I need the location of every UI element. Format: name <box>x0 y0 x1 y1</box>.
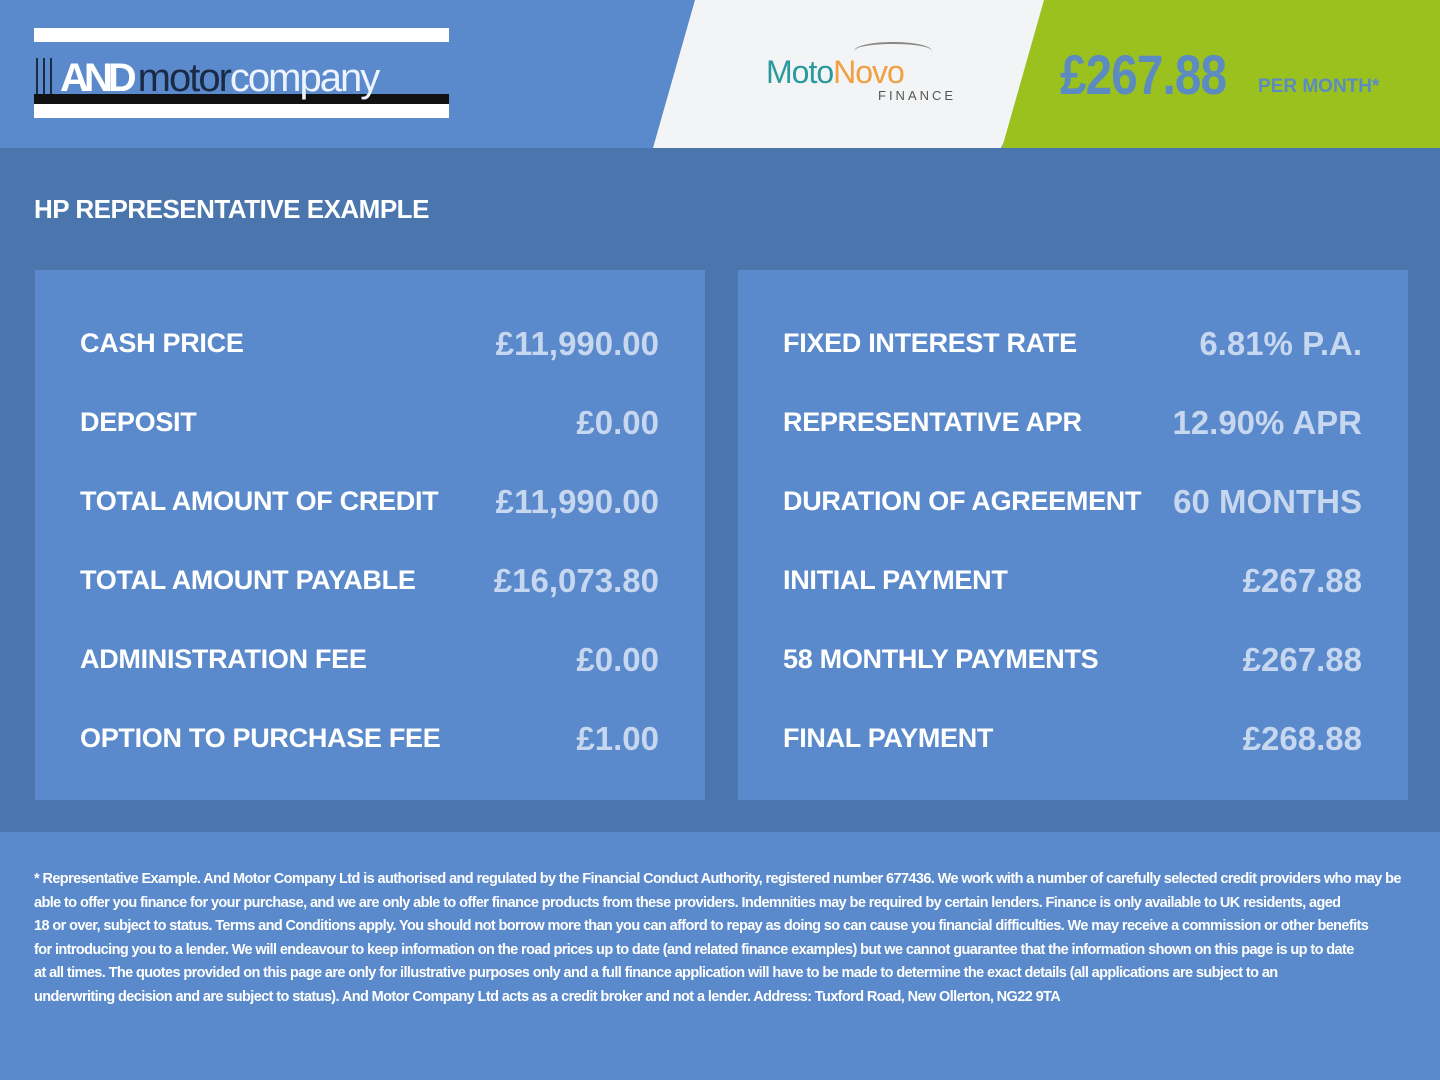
logo-motor: motor <box>137 56 232 100</box>
row-label: TOTAL AMOUNT OF CREDIT <box>80 486 439 516</box>
header: AND motorcompany MotoNovo FINANCE £267.88… <box>0 0 1440 148</box>
row-value: 60 MONTHS <box>1173 483 1362 520</box>
disclaimer-line: at all times. The quotes provided on thi… <box>34 965 1278 982</box>
row-label: ADMINISTRATION FEE <box>80 644 367 674</box>
motonovo-finance-logo: MotoNovo FINANCE <box>766 42 953 108</box>
right-panel: FIXED INTEREST RATE 6.81% P.A. REPRESENTAT… <box>738 270 1408 800</box>
logo-and: AND <box>60 56 137 100</box>
finance-row: CASH PRICE £11,990.00 <box>80 325 659 368</box>
finance-row: FIXED INTEREST RATE 6.81% P.A. <box>783 325 1362 368</box>
row-label: OPTION TO PURCHASE FEE <box>80 723 441 753</box>
logo-bars-icon <box>36 58 52 104</box>
left-panel: CASH PRICE £11,990.00 DEPOSIT £0.00 TOTAL AM… <box>35 270 705 800</box>
row-value: £268.88 <box>1242 720 1362 757</box>
section-title: HP REPRESENTATIVE EXAMPLE <box>34 194 429 224</box>
row-label: DURATION OF AGREEMENT <box>783 486 1142 516</box>
finance-provider-band <box>653 0 1073 148</box>
row-value: £16,073.80 <box>493 562 659 599</box>
and-motor-company-logo: AND motorcompany <box>34 28 449 118</box>
row-label: FINAL PAYMENT <box>783 723 994 753</box>
logo-finance: FINANCE <box>878 88 957 103</box>
disclaimer-line: * Representative Example. And Motor Comp… <box>34 871 1401 887</box>
per-month-label: PER MONTH* <box>1258 76 1380 97</box>
row-label: REPRESENTATIVE APR <box>783 407 1082 437</box>
finance-row: OPTION TO PURCHASE FEE £1.00 <box>80 720 659 763</box>
finance-row: ADMINISTRATION FEE £0.00 <box>80 641 659 684</box>
row-value: £1.00 <box>576 720 659 757</box>
row-value: £11,990.00 <box>495 325 659 362</box>
finance-row: FINAL PAYMENT £268.88 <box>783 720 1362 763</box>
disclaimer-line: able to offer you finance for your purch… <box>34 894 1341 911</box>
finance-row: DEPOSIT £0.00 <box>80 404 659 447</box>
disclaimer-line: for introducing you to a lender. We will… <box>34 941 1354 958</box>
car-outline-icon <box>854 42 932 60</box>
row-value: 6.81% P.A. <box>1199 325 1362 362</box>
row-value: £0.00 <box>576 641 659 678</box>
disclaimer-line: underwriting decision and are subject to… <box>34 988 1061 1005</box>
disclaimer-line: 18 or over, subject to status. Terms and… <box>34 918 1369 935</box>
finance-row: 58 MONTHLY PAYMENTS £267.88 <box>783 641 1362 684</box>
monthly-price: £267.88 <box>1060 43 1227 106</box>
representative-example-section: HP REPRESENTATIVE EXAMPLE CASH PRICE £11,… <box>0 148 1440 832</box>
disclaimer: * Representative Example. And Motor Comp… <box>34 868 1401 1010</box>
row-label: DEPOSIT <box>80 407 197 437</box>
finance-row: TOTAL AMOUNT PAYABLE £16,073.80 <box>80 562 659 605</box>
logo-moto: Moto <box>766 54 834 90</box>
finance-row: INITIAL PAYMENT £267.88 <box>783 562 1362 605</box>
finance-row: REPRESENTATIVE APR 12.90% APR <box>783 404 1362 447</box>
row-label: TOTAL AMOUNT PAYABLE <box>80 565 416 595</box>
row-label: 58 MONTHLY PAYMENTS <box>783 644 1099 674</box>
row-value: £11,990.00 <box>495 483 659 520</box>
row-value: £267.88 <box>1242 641 1362 678</box>
row-label: FIXED INTEREST RATE <box>783 328 1077 358</box>
row-label: INITIAL PAYMENT <box>783 565 1008 595</box>
logo-novo: Novo <box>833 54 905 90</box>
row-label: CASH PRICE <box>80 328 244 358</box>
price-band <box>1002 0 1440 148</box>
finance-row: TOTAL AMOUNT OF CREDIT £11,990.00 <box>80 483 659 526</box>
row-value: £0.00 <box>576 404 659 441</box>
logo-company: company <box>229 56 380 100</box>
finance-row: DURATION OF AGREEMENT 60 MONTHS <box>783 483 1362 526</box>
row-value: 12.90% APR <box>1172 404 1362 441</box>
row-value: £267.88 <box>1242 562 1362 599</box>
